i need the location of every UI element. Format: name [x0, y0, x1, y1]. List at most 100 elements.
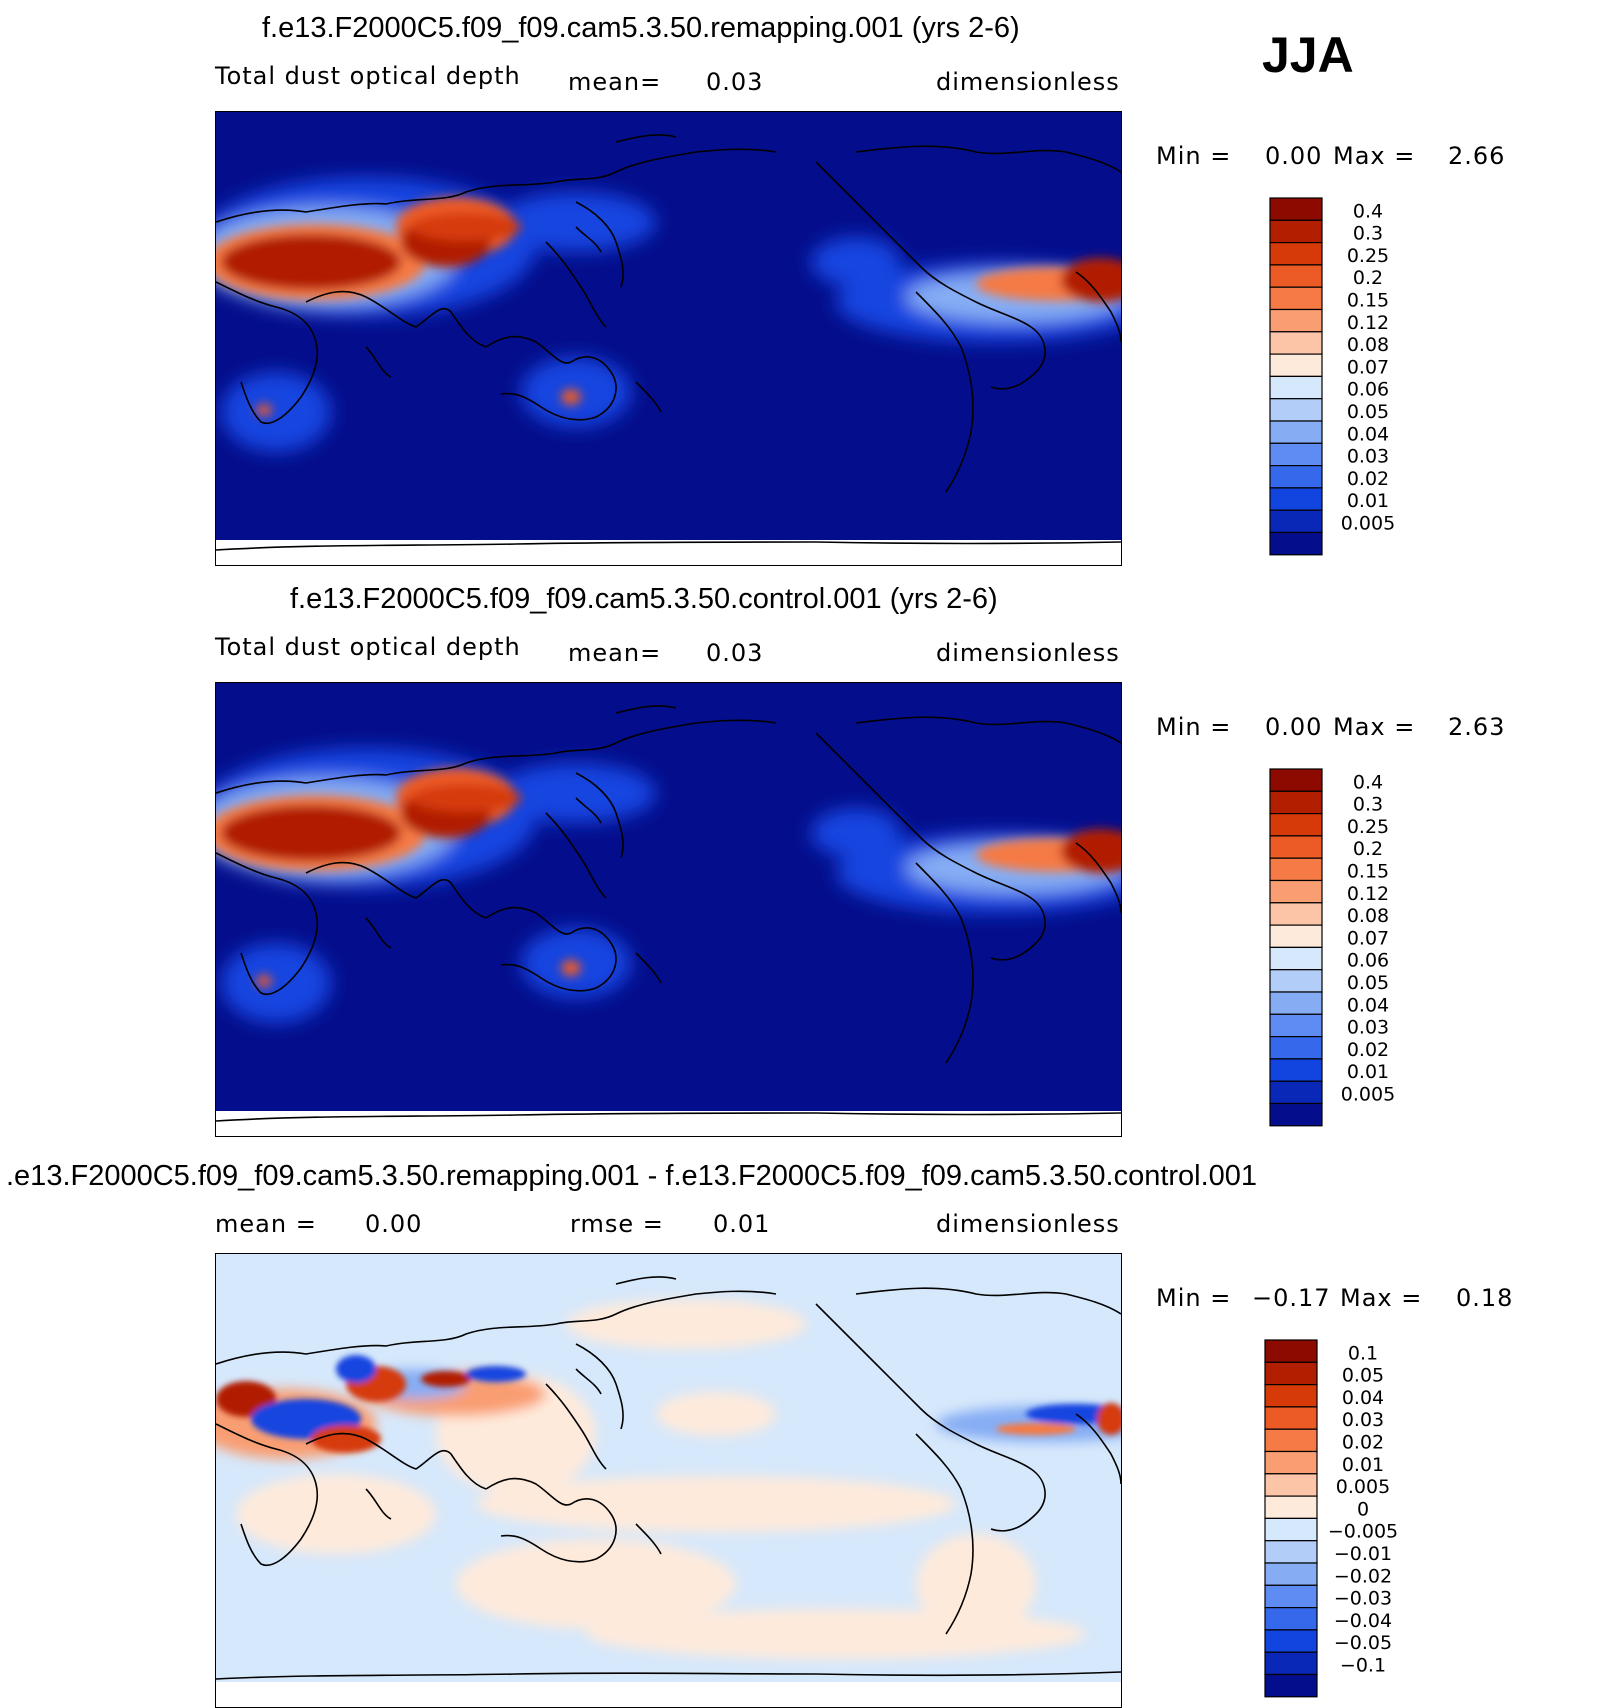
- panel-3-map-svg: [216, 1254, 1121, 1707]
- panel-2-coastlines: [216, 705, 1121, 1122]
- panel-3-colorbar: 0.1 0.05 0.04 0.03 0.02 0.01 0.005 0 −0.005 −0.01…: [1263, 1339, 1463, 1700]
- panel-1-min-label: Min =: [1156, 142, 1232, 170]
- colorbar-swatch: [1264, 1562, 1318, 1586]
- colorbar-swatch: [1264, 1540, 1318, 1564]
- colorbar-swatch: [1269, 442, 1323, 467]
- colorbar-tick-label: −0.05: [1334, 1632, 1392, 1654]
- panel-1-mean-value: 0.03: [706, 68, 764, 96]
- panel-1-variable-label: Total dust optical depth: [215, 62, 521, 90]
- colorbar-swatch: [1264, 1651, 1318, 1676]
- panel-2-map-svg: [216, 683, 1121, 1136]
- colorbar-swatch: [1264, 1584, 1318, 1609]
- colorbar-tick-label: 0.4: [1353, 200, 1383, 222]
- colorbar-swatch: [1264, 1495, 1318, 1520]
- colorbar-tick-label: −0.04: [1334, 1610, 1392, 1632]
- colorbar-tick-label: 0.04: [1342, 1387, 1384, 1409]
- panel-1-mean-label: mean=: [568, 68, 662, 96]
- panel-2-mean-label: mean=: [568, 639, 662, 667]
- colorbar-swatch: [1269, 375, 1323, 400]
- panel-2-map: [215, 682, 1122, 1137]
- panel-1-coastlines: [216, 134, 1121, 551]
- colorbar-swatch: [1269, 398, 1323, 422]
- colorbar-swatch: [1269, 835, 1323, 859]
- colorbar-swatch: [1269, 902, 1323, 926]
- colorbar-tick-label: 0.15: [1347, 290, 1389, 312]
- colorbar-swatch: [1269, 1080, 1323, 1105]
- panel-3-map: [215, 1253, 1122, 1708]
- colorbar-swatch: [1269, 1102, 1323, 1127]
- colorbar-tick-label: 0.005: [1336, 1476, 1390, 1498]
- colorbar-tick-label: 0.4: [1353, 771, 1383, 793]
- colorbar-swatch: [1269, 857, 1323, 882]
- panel-3-min-label: Min =: [1156, 1284, 1232, 1312]
- colorbar-tick-label: 0.3: [1353, 794, 1383, 816]
- panel-1-max-value: 2.66: [1448, 142, 1506, 170]
- colorbar-swatch: [1269, 197, 1323, 221]
- colorbar-tick-label: 0.3: [1353, 223, 1383, 245]
- colorbar-tick-label: 0.07: [1347, 356, 1389, 378]
- colorbar-swatch: [1269, 509, 1323, 534]
- colorbar-swatch: [1269, 1013, 1323, 1038]
- panel-2-mean-value: 0.03: [706, 639, 764, 667]
- colorbar-swatch: [1269, 465, 1323, 489]
- colorbar-swatch: [1264, 1339, 1318, 1363]
- colorbar-tick-label: 0.05: [1347, 972, 1389, 994]
- colorbar-tick-label: 0.12: [1347, 312, 1389, 334]
- colorbar-tick-label: 0.07: [1347, 927, 1389, 949]
- colorbar-swatch: [1269, 812, 1323, 837]
- colorbar-tick-label: −0.01: [1334, 1543, 1392, 1565]
- panel-3-min-value: −0.17: [1252, 1284, 1331, 1312]
- colorbar-swatch: [1264, 1607, 1318, 1631]
- colorbar-swatch: [1269, 1058, 1323, 1082]
- panel-1-min-value: 0.00: [1265, 142, 1323, 170]
- colorbar-swatch: [1264, 1406, 1318, 1430]
- colorbar-tick-label: 0.03: [1342, 1409, 1384, 1431]
- panel-2-min-value: 0.00: [1265, 713, 1323, 741]
- panel-3-units: dimensionless: [936, 1210, 1120, 1238]
- colorbar-swatch: [1269, 331, 1323, 355]
- panel-2-max-label: Max =: [1333, 713, 1416, 741]
- colorbar-swatch: [1264, 1383, 1318, 1408]
- panel-1-map-svg: [216, 112, 1121, 565]
- colorbar-tick-label: 0.03: [1347, 1017, 1389, 1039]
- panel-1-max-label: Max =: [1333, 142, 1416, 170]
- panel-2-variable-label: Total dust optical depth: [215, 633, 521, 661]
- colorbar-swatch: [1269, 946, 1323, 971]
- panel-2-min-label: Min =: [1156, 713, 1232, 741]
- colorbar-tick-label: 0.01: [1347, 490, 1389, 512]
- colorbar-tick-label: 0.02: [1347, 1039, 1389, 1061]
- colorbar-swatch: [1269, 1036, 1323, 1060]
- panel-2-colorbar: 0.4 0.3 0.25 0.2 0.15 0.12 0.08 0.07 0.06 0.05 0.0…: [1268, 768, 1468, 1129]
- colorbar-tick-label: 0.08: [1347, 905, 1389, 927]
- colorbar-swatch: [1264, 1473, 1318, 1497]
- colorbar-tick-label: 0.02: [1347, 468, 1389, 490]
- colorbar-tick-label: 0.25: [1347, 245, 1389, 267]
- colorbar-swatch: [1269, 790, 1323, 815]
- colorbar-tick-label: −0.03: [1334, 1588, 1392, 1610]
- colorbar-swatch: [1269, 487, 1323, 511]
- panel-1-map: [215, 111, 1122, 566]
- colorbar-swatch: [1269, 241, 1323, 266]
- colorbar-swatch: [1269, 969, 1323, 993]
- colorbar-swatch: [1269, 286, 1323, 311]
- colorbar-tick-label: −0.1: [1340, 1655, 1386, 1677]
- colorbar-swatch: [1269, 879, 1323, 904]
- panel-1-units: dimensionless: [936, 68, 1120, 96]
- colorbar-swatch: [1269, 308, 1323, 333]
- colorbar-swatch: [1264, 1428, 1318, 1453]
- colorbar-tick-label: 0.01: [1347, 1061, 1389, 1083]
- colorbar-tick-label: 0.04: [1347, 994, 1389, 1016]
- panel-2-title: f.e13.F2000C5.f09_f09.cam5.3.50.control.…: [290, 583, 998, 615]
- colorbar-tick-label: 0.12: [1347, 883, 1389, 905]
- colorbar-swatch: [1269, 264, 1323, 288]
- colorbar-swatch: [1269, 219, 1323, 244]
- colorbar-tick-label: −0.02: [1334, 1565, 1392, 1587]
- colorbar-swatch: [1269, 420, 1323, 444]
- colorbar-tick-label: 0.01: [1342, 1454, 1384, 1476]
- colorbar-tick-label: 0: [1357, 1498, 1369, 1520]
- colorbar-tick-label: 0.2: [1353, 838, 1383, 860]
- colorbar-tick-label: 0.05: [1342, 1365, 1384, 1387]
- panel-3-title: .e13.F2000C5.f09_f09.cam5.3.50.remapping…: [6, 1160, 1258, 1192]
- panel-3-mean-value: 0.00: [365, 1210, 423, 1238]
- panel-3-mean-label: mean =: [215, 1210, 317, 1238]
